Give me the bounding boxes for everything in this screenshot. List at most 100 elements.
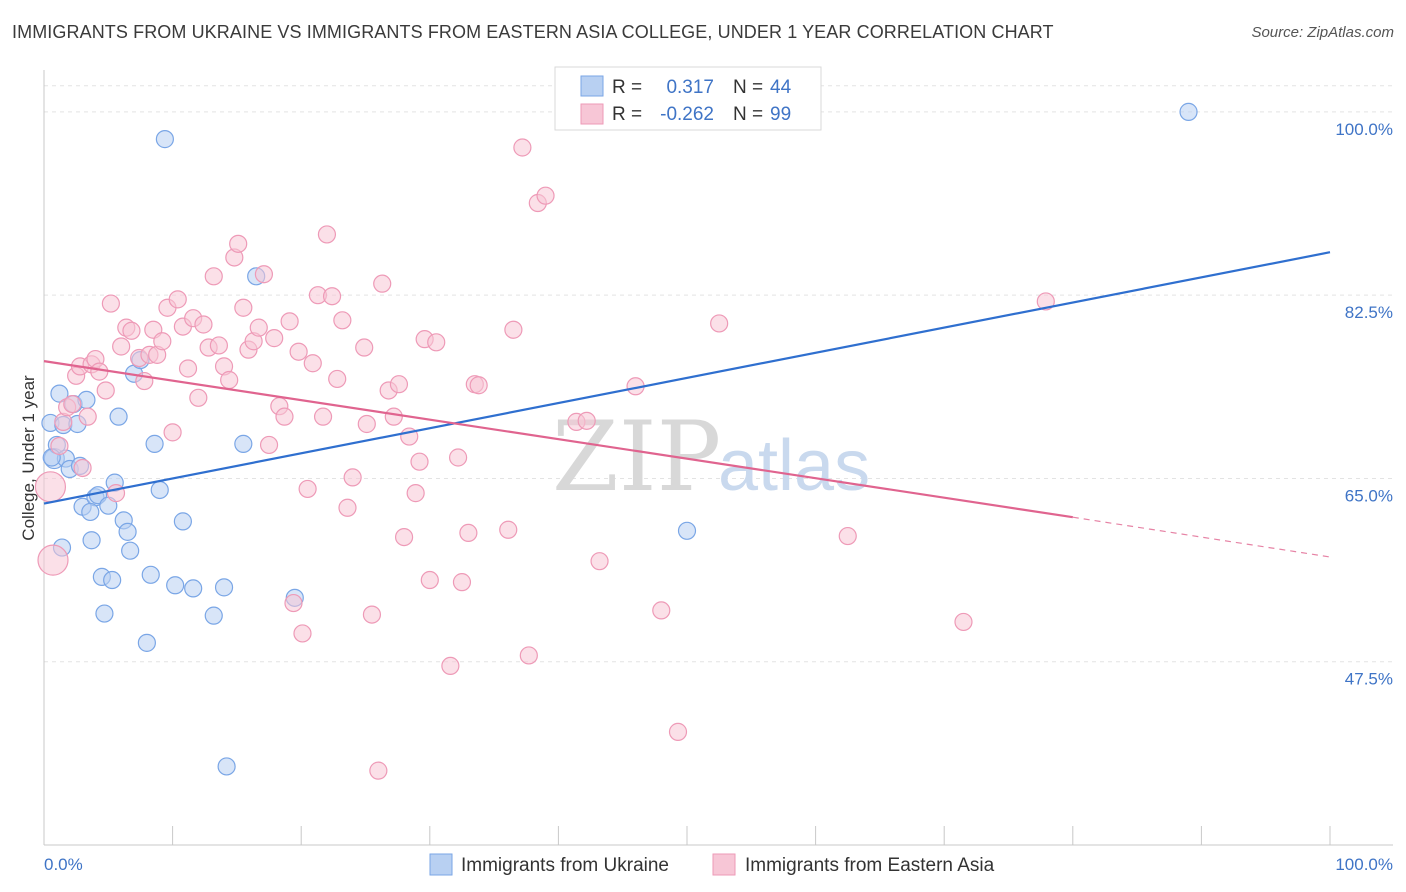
point-eastern-asia [384,407,403,426]
legend-swatch-eastern-asia [580,103,604,125]
point-eastern-asia [338,498,357,517]
point-eastern-asia [355,338,374,357]
point-eastern-asia [513,138,532,157]
point-eastern-asia [194,315,213,334]
point-eastern-asia [1036,292,1055,311]
point-ukraine [234,434,253,453]
point-ukraine [82,531,101,550]
point-eastern-asia [504,320,523,339]
point-eastern-asia [420,570,439,590]
point-eastern-asia [652,601,671,620]
trend-lines [43,251,1331,558]
bottom-legend-swatch-eastern-asia [712,853,736,876]
chart-title: IMMIGRANTS FROM UKRAINE VS IMMIGRANTS FR… [12,22,1054,42]
point-ukraine [121,541,140,560]
point-eastern-asia [293,624,312,643]
point-eastern-asia [209,336,228,355]
point-eastern-asia [441,656,460,676]
point-eastern-asia [469,376,488,395]
point-ukraine [109,407,128,426]
legend-r-value-2: -0.262 [660,104,714,125]
point-ukraine [95,604,114,623]
point-eastern-asia [50,436,69,456]
legend-swatch-ukraine [580,75,604,97]
point-eastern-asia [189,388,208,407]
point-eastern-asia [101,294,120,313]
point-ukraine [50,384,69,403]
point-eastern-asia [577,411,596,430]
trend-line-eastern-asia-extension [1072,516,1331,558]
point-eastern-asia [410,452,429,471]
point-eastern-asia [298,479,317,499]
point-eastern-asia [343,468,362,487]
point-eastern-asia [427,333,446,352]
point-eastern-asia [168,290,187,309]
x-tick-label-right: 100.0% [1335,855,1393,874]
point-eastern-asia [275,407,294,426]
y-tick-labels: 100.0% 82.5% 65.0% 47.5% [1335,120,1393,689]
legend-n-label-2: N = [733,104,763,125]
legend-n-value-1: 44 [770,77,792,98]
y-axis-label: College, Under 1 year [19,375,38,541]
point-eastern-asia [710,314,729,333]
point-eastern-asia [229,234,248,253]
point-eastern-asia [668,722,688,741]
point-eastern-asia [328,369,347,389]
x-tick-label-left: 0.0% [44,855,83,874]
point-eastern-asia [313,407,333,426]
point-eastern-asia [954,612,973,632]
point-eastern-asia [317,225,337,244]
point-eastern-asia [536,186,555,205]
series-eastern-asia-points [34,138,1055,780]
bottom-legend-label-ukraine: Immigrants from Ukraine [461,855,669,876]
point-eastern-asia [73,458,92,478]
point-eastern-asia [249,318,268,337]
watermark: ZIP atlas [552,401,870,513]
y-tick-label: 65.0% [1345,486,1393,505]
point-eastern-asia [204,267,223,286]
point-ukraine [166,576,185,595]
y-tick-label: 82.5% [1345,303,1393,322]
point-eastern-asia [63,394,82,414]
point-eastern-asia [303,354,322,373]
y-tick-label: 47.5% [1345,670,1393,689]
point-ukraine [173,512,192,531]
point-eastern-asia [280,312,299,331]
bottom-legend: Immigrants from Ukraine Immigrants from … [429,853,995,876]
point-eastern-asia [448,448,468,467]
bottom-legend-swatch-ukraine [429,853,453,876]
point-ukraine [184,579,203,598]
point-eastern-asia [122,321,141,340]
point-eastern-asia [452,573,472,592]
trend-line-eastern-asia [43,360,1073,519]
point-eastern-asia [37,544,69,576]
trend-line-ukraine [43,251,1331,505]
legend-n-value-2: 99 [770,104,791,125]
point-eastern-asia [163,423,182,442]
point-eastern-asia [373,274,392,293]
point-ukraine [204,606,223,625]
point-ukraine [217,757,236,776]
point-eastern-asia [394,527,414,547]
point-eastern-asia [406,484,425,503]
legend-r-label-2: R = [612,104,642,125]
watermark-atlas-text: atlas [718,426,870,506]
legend-r-label-1: R = [612,77,642,98]
point-ukraine [677,521,697,540]
point-eastern-asia [362,605,382,624]
point-eastern-asia [220,370,239,390]
point-eastern-asia [153,332,172,351]
point-eastern-asia [499,520,518,539]
point-eastern-asia [112,337,131,356]
stats-legend: R = 0.317 N = 44 R = -0.262 N = 99 [554,66,822,131]
point-eastern-asia [106,484,126,503]
point-ukraine [118,522,137,541]
point-eastern-asia [590,552,609,571]
point-ukraine [214,578,234,597]
point-eastern-asia [289,342,308,361]
point-ukraine [150,480,169,500]
legend-n-label-1: N = [733,77,763,98]
point-eastern-asia [78,407,97,426]
grid-lines [44,85,1393,663]
point-ukraine [81,502,100,522]
